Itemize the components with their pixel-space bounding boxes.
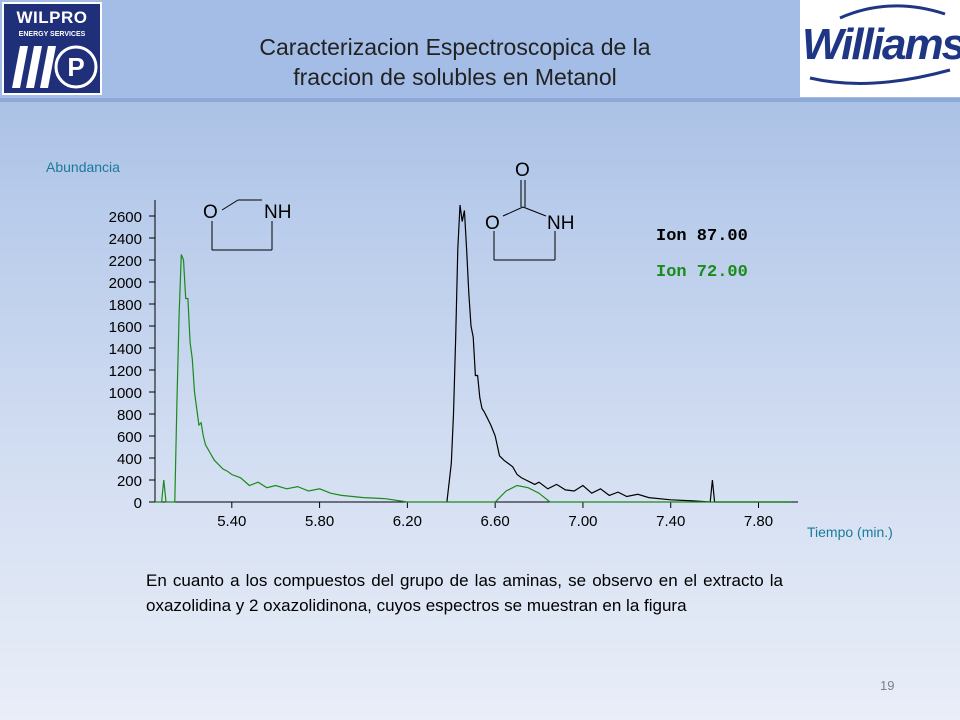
y-tick-label: 400 xyxy=(117,451,142,468)
wilpro-emblem-icon: P xyxy=(12,45,98,89)
williams-swoosh-icon xyxy=(809,4,951,85)
wilpro-logo-text: WILPRO xyxy=(16,8,88,27)
series-line-ion-72 xyxy=(155,254,792,503)
legend-entry: Ion 87.00 xyxy=(656,227,748,246)
y-tick-label: 2600 xyxy=(109,209,142,226)
svg-text:NH: NH xyxy=(264,202,291,223)
y-tick-label: 1000 xyxy=(109,385,142,402)
x-tick-label: 5.40 xyxy=(217,513,246,530)
slide-title-line-1: Caracterizacion Espectroscopica de la xyxy=(259,34,651,60)
x-tick-labels: 5.40 5.80 6.20 6.60 7.00 7.40 7.80 xyxy=(217,502,773,530)
y-tick-labels: 0 200 400 600 800 1000 1200 1400 1600 1800 2000 220… xyxy=(109,209,155,512)
y-tick-label: 2000 xyxy=(109,275,142,292)
svg-text:NH: NH xyxy=(547,213,574,234)
y-tick-label: 200 xyxy=(117,473,142,490)
y-tick-label: 1800 xyxy=(109,297,142,314)
oxazolidine-structure-icon: O NH xyxy=(203,199,291,251)
wilpro-logo-subtext: ENERGY SERVICES xyxy=(18,31,86,38)
x-tick-label: 7.80 xyxy=(744,513,773,530)
y-tick-label: 600 xyxy=(117,429,142,446)
svg-text:P: P xyxy=(67,52,84,82)
slide-title-line-2: fraccion de solubles en Metanol xyxy=(293,64,617,90)
svg-text:O: O xyxy=(485,213,500,234)
chart-series xyxy=(155,204,792,503)
y-tick-label: 1600 xyxy=(109,319,142,336)
x-tick-label: 5.80 xyxy=(305,513,334,530)
y-tick-label: 800 xyxy=(117,407,142,424)
williams-logo: Williams. xyxy=(800,0,960,97)
x-tick-label: 6.20 xyxy=(393,513,422,530)
series-line-ion-87 xyxy=(446,204,792,503)
oxazolidinone-structure-icon: O O NH xyxy=(485,160,574,261)
header-divider xyxy=(0,98,960,102)
williams-logo-text: Williams. xyxy=(802,20,960,69)
x-axis-label: Tiempo (min.) xyxy=(807,524,893,540)
y-tick-label: 2400 xyxy=(109,231,142,248)
svg-text:O: O xyxy=(203,202,218,223)
legend-entry: Ion 72.00 xyxy=(656,263,748,282)
slide-title: Caracterizacion Espectroscopica de la fr… xyxy=(170,32,740,92)
svg-text:O: O xyxy=(515,160,530,181)
y-tick-label: 1200 xyxy=(109,363,142,380)
x-tick-label: 6.60 xyxy=(481,513,510,530)
y-tick-label: 2200 xyxy=(109,253,142,270)
x-tick-label: 7.40 xyxy=(656,513,685,530)
slide-number: 19 xyxy=(880,678,895,693)
wilpro-logo: WILPRO ENERGY SERVICES P xyxy=(2,2,102,95)
y-axis-label: Abundancia xyxy=(46,159,120,175)
x-tick-label: 7.00 xyxy=(568,513,597,530)
y-tick-label: 1400 xyxy=(109,341,142,358)
chart-legend: Ion 87.00 Ion 72.00 xyxy=(656,227,748,282)
slide-caption: En cuanto a los compuestos del grupo de … xyxy=(146,571,783,615)
y-tick-label: 0 xyxy=(134,495,142,512)
